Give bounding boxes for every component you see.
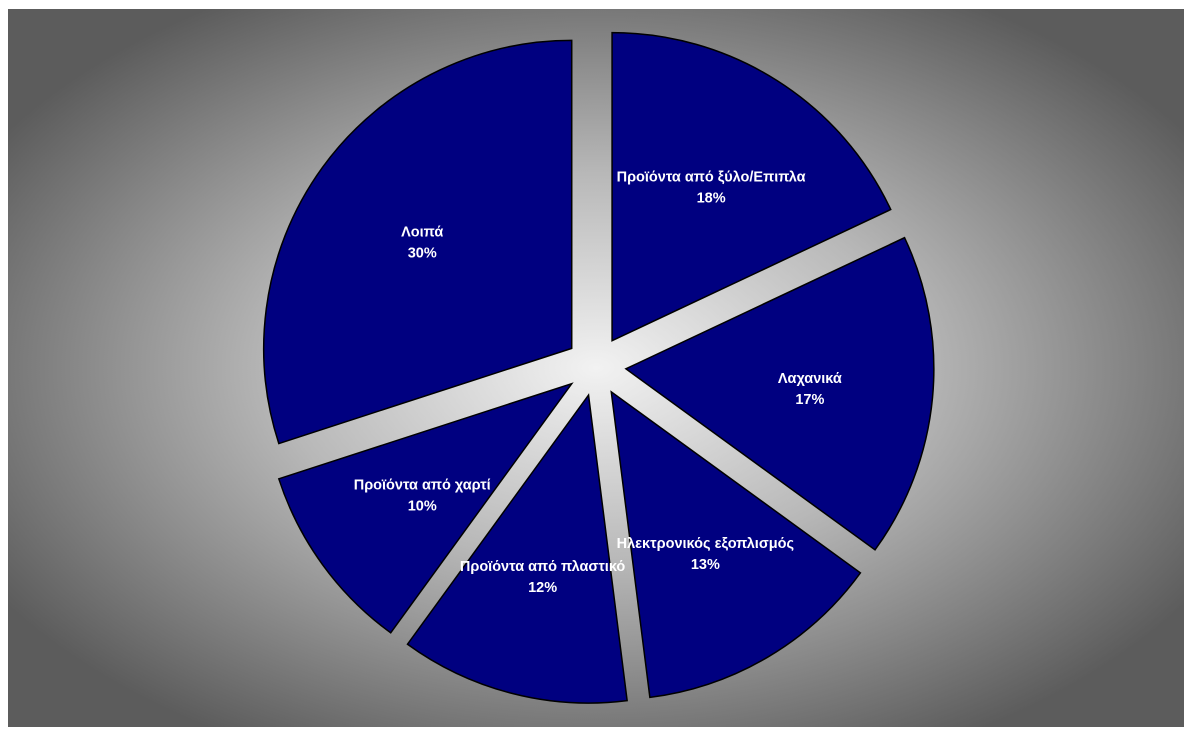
slice-value-label: 30%: [408, 246, 437, 262]
slice-label: Προϊόντα από ξύλο/Επιπλα 18%: [617, 170, 806, 207]
pie-slice: [611, 31, 892, 342]
slices-layer: [263, 31, 935, 704]
pie-slice: [610, 390, 862, 699]
slice-category-label: Λοιπά: [401, 225, 443, 241]
slice-category-label: Προϊόντα από χαρτί: [354, 477, 491, 493]
slice-value-label: 12%: [528, 580, 557, 596]
slice-label: Λοιπά 30%: [401, 225, 443, 262]
pie-slice: [277, 382, 574, 634]
slice-category-label: Ηλεκτρονικός εξοπλισμός: [617, 536, 794, 552]
slice-label: Προϊόντα από χαρτί 10%: [354, 477, 491, 514]
slice-label: Λαχανικά 17%: [778, 371, 842, 408]
slice-value-label: 10%: [408, 498, 437, 514]
pie-slice: [624, 236, 935, 551]
slice-value-label: 18%: [697, 191, 726, 207]
slice-value-label: 17%: [795, 392, 824, 408]
slice-category-label: Προϊόντα από ξύλο/Επιπλα: [617, 170, 806, 186]
slice-category-label: Προϊόντα από πλαστικό: [460, 559, 626, 575]
slice-category-label: Λαχανικά: [778, 371, 842, 387]
labels-layer: Προϊόντα από ξύλο/Επιπλα 18% Λαχανικά 17% Ηλ…: [354, 170, 842, 596]
slice-label: Ηλεκτρονικός εξοπλισμός 13%: [617, 536, 794, 573]
pie-slice: [406, 393, 628, 704]
pie-slice: [263, 39, 573, 445]
pie-chart: Προϊόντα από ξύλο/Επιπλα 18% Λαχανικά 17% Ηλ…: [8, 9, 1184, 727]
chart-area: Προϊόντα από ξύλο/Επιπλα 18% Λαχανικά 17% Ηλ…: [8, 9, 1184, 727]
slice-value-label: 13%: [691, 557, 720, 573]
slice-label: Προϊόντα από πλαστικό 12%: [460, 559, 626, 596]
